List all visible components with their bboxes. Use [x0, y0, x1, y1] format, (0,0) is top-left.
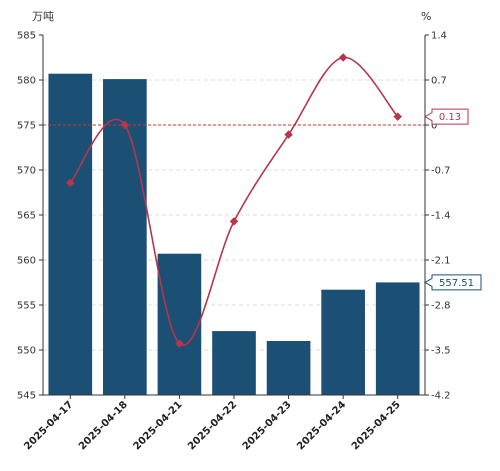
line-point [120, 120, 130, 130]
right-axis-unit: % [421, 10, 431, 23]
callout-box [423, 108, 469, 125]
left-axis-tick-label: 555 [17, 301, 36, 312]
bar [103, 79, 147, 395]
bar [266, 341, 311, 395]
left-axis-unit: 万吨 [32, 10, 54, 23]
right-axis-tick-label: -2.1 [431, 256, 451, 267]
bar [157, 253, 202, 395]
left-axis-tick-label: 560 [17, 256, 36, 267]
right-axis-tick-label: -0.7 [431, 166, 451, 177]
x-axis-tick-label: 2025-04-23 [241, 399, 294, 452]
line-point [284, 130, 293, 139]
x-axis-tick-label: 2025-04-18 [77, 399, 130, 452]
callouts: 0.13 557.51 [423, 108, 482, 291]
left-axis-tick-label: 570 [17, 166, 36, 177]
bar [321, 289, 365, 395]
x-axis-tick-label: 2025-04-24 [295, 399, 348, 452]
x-axis-tick-label: 2025-04-21 [132, 399, 185, 452]
right-axis-tick-label: 0.7 [431, 76, 447, 87]
callout-label: 0.13 [439, 112, 461, 123]
line-point [229, 217, 239, 226]
right-axis-tick-label: -3.5 [431, 346, 451, 357]
line-point [175, 339, 184, 348]
x-axis-tick-label: 2025-04-22 [186, 399, 239, 452]
bar-series [48, 73, 420, 395]
line-series [66, 53, 402, 348]
bar [48, 73, 93, 395]
right-axis-tick-label: -1.4 [431, 211, 451, 222]
right-axis-tick-label: -4.2 [431, 391, 451, 402]
grid [43, 79, 425, 351]
bar [375, 282, 420, 395]
left-axis-tick-label: 580 [17, 76, 36, 87]
x-axis-tick-label: 2025-04-17 [22, 399, 75, 452]
line-point [393, 112, 402, 121]
left-axis-tick-label: 550 [17, 346, 36, 357]
right-axis-tick-label: -2.8 [431, 301, 451, 312]
callout-label: 557.51 [439, 278, 474, 289]
left-axis-tick-label: 565 [17, 211, 36, 222]
left-axis-tick-label: 575 [17, 121, 36, 132]
left-axis-tick-label: 585 [17, 31, 36, 42]
right-axis-tick-label: 1.4 [431, 31, 447, 42]
callout-box [423, 274, 482, 291]
bar [212, 331, 256, 395]
right-axis-tick-label: 0 [431, 121, 437, 132]
line-point [66, 178, 75, 188]
line-point [338, 53, 348, 62]
x-axis-tick-label: 2025-04-25 [350, 399, 403, 452]
left-axis-tick-label: 545 [17, 391, 36, 402]
